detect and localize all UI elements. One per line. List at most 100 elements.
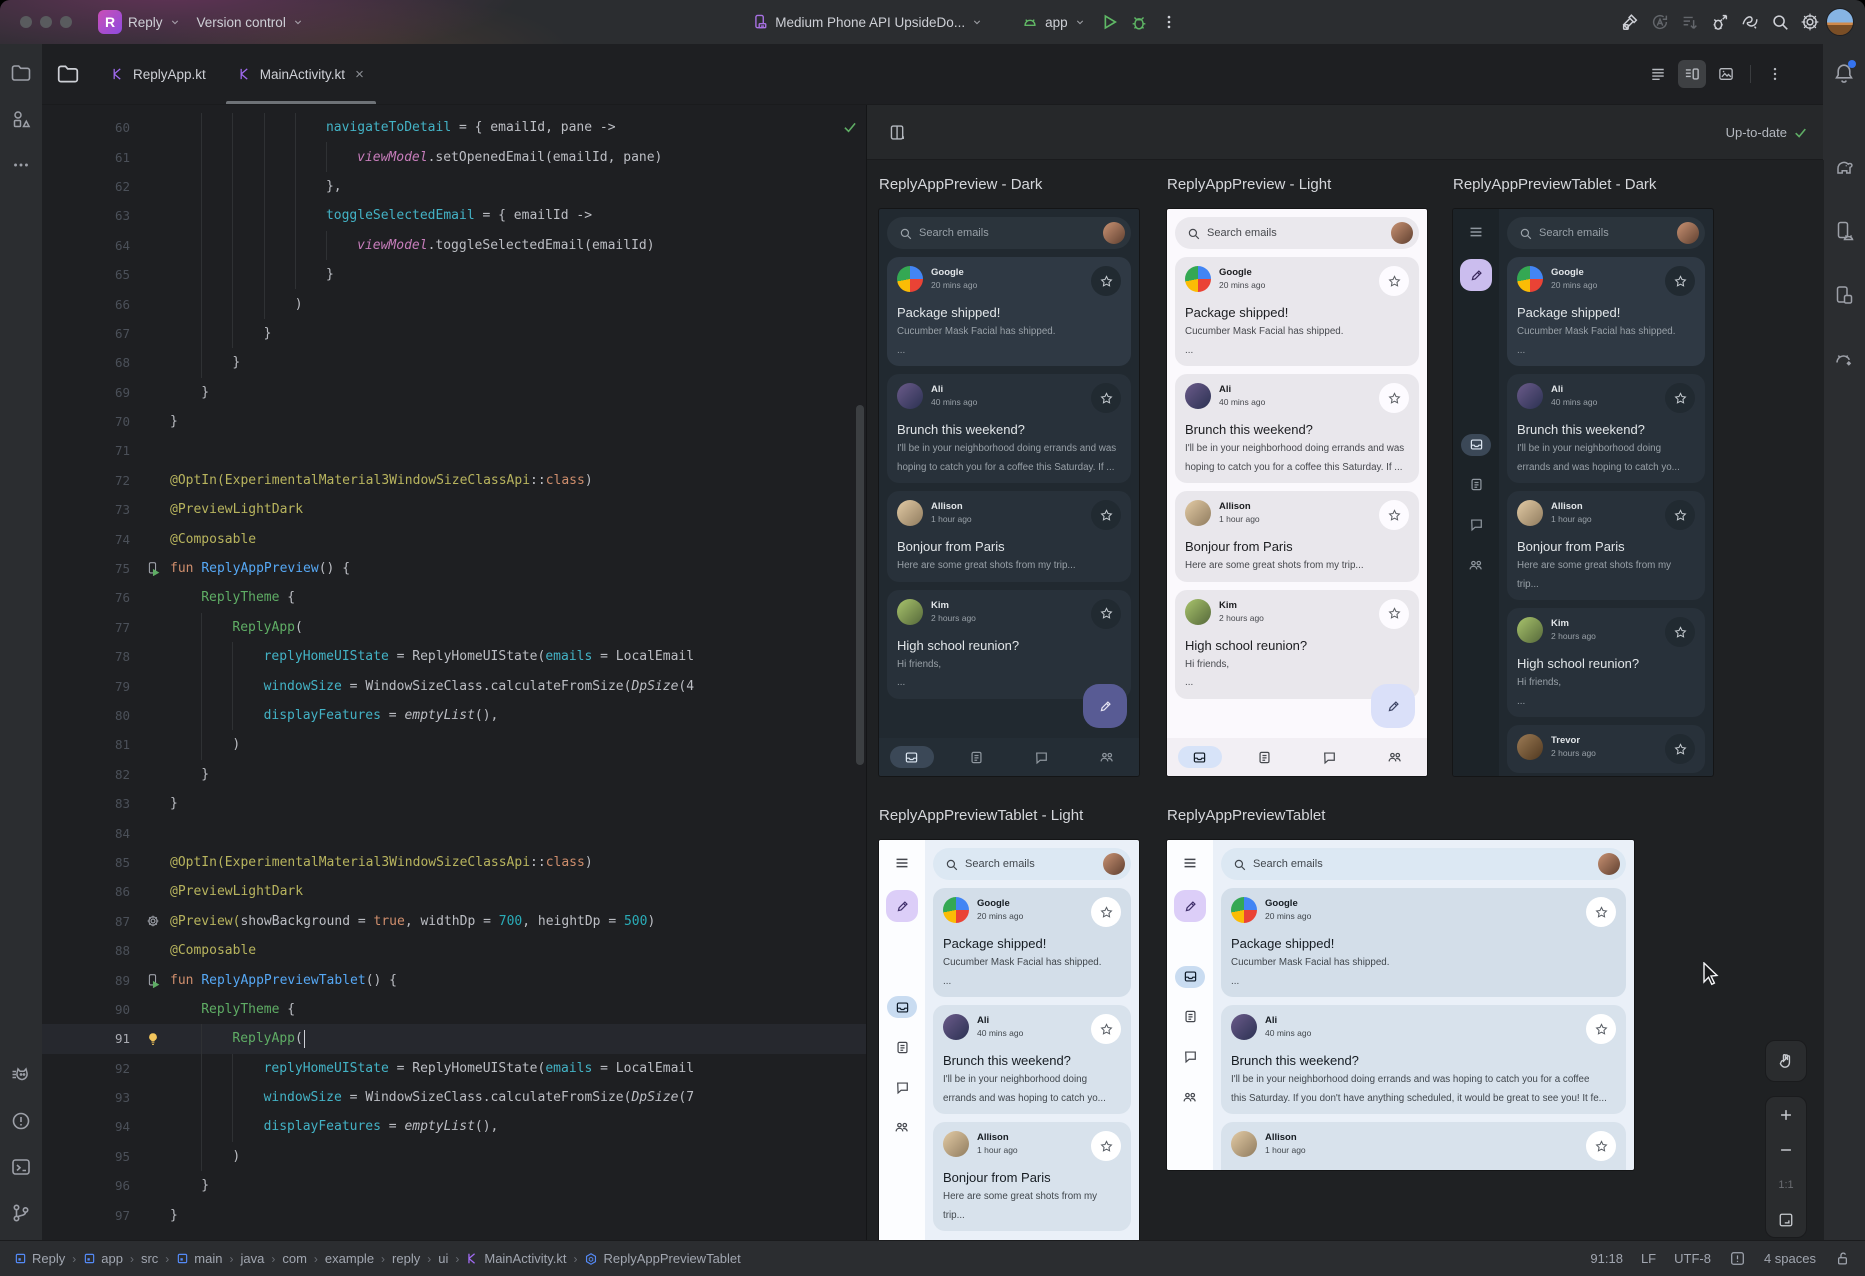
preview-card[interactable]: Search emails Google 20 mins ago Package sh…	[879, 209, 1139, 776]
nav-item-inbox[interactable]	[889, 746, 934, 768]
email-list-item[interactable]: Ali 40 mins ago Brunch this weekend? I'll b…	[933, 1005, 1131, 1114]
email-list-item[interactable]: Google 20 mins ago Package shipped! Cucumbe…	[933, 888, 1131, 997]
project-widget[interactable]: R Reply	[90, 6, 189, 38]
debug-button[interactable]	[1124, 7, 1154, 37]
editor-options-button[interactable]	[1761, 60, 1789, 88]
menu-icon[interactable]	[1175, 852, 1205, 874]
code-line[interactable]: 63 toggleSelectedEmail = { emailId ->	[42, 201, 866, 230]
code-line[interactable]: 69}	[42, 378, 866, 407]
zoom-out-button[interactable]	[1766, 1132, 1806, 1167]
account-avatar[interactable]	[1103, 222, 1125, 244]
close-tab-icon[interactable]: ×	[355, 65, 364, 83]
resource-manager-button[interactable]	[4, 102, 38, 136]
user-avatar[interactable]	[1825, 7, 1855, 37]
code-line[interactable]: 73 @PreviewLightDark	[42, 495, 866, 524]
account-avatar[interactable]	[1391, 222, 1413, 244]
rail-item-chat[interactable]	[887, 1076, 917, 1098]
code-line[interactable]: 92 replyHomeUIState = ReplyHomeUIState(em…	[42, 1054, 866, 1083]
file-encoding[interactable]: UTF-8	[1674, 1251, 1711, 1266]
code-line[interactable]: 65}	[42, 260, 866, 289]
device-manager-button[interactable]	[1827, 214, 1861, 248]
nav-item-article[interactable]	[1243, 746, 1287, 768]
breadcrumb-item[interactable]: java	[240, 1251, 264, 1266]
inspections-ok-icon[interactable]	[842, 119, 858, 135]
star-button[interactable]	[1379, 383, 1409, 413]
code-line[interactable]: 91 ReplyApp(	[42, 1024, 866, 1054]
code-line[interactable]: 74 @Composable	[42, 524, 866, 553]
email-list-item[interactable]: Kim 2 hours ago High school reunion? Hi fri…	[887, 589, 1131, 699]
breadcrumb-item[interactable]: Reply	[14, 1251, 65, 1266]
star-button[interactable]	[1091, 1131, 1121, 1161]
code-line[interactable]: 81)	[42, 730, 866, 759]
running-devices-button[interactable]	[1827, 278, 1861, 312]
email-list-item[interactable]: Ali 40 mins ago Brunch this weekend? I'll b…	[1175, 374, 1419, 483]
attach-debugger-button[interactable]	[1705, 7, 1735, 37]
code-line[interactable]: 71	[42, 436, 866, 465]
star-button[interactable]	[1665, 734, 1695, 764]
email-list-item[interactable]: Ali 40 mins ago Brunch this weekend? I'll b…	[1221, 1005, 1626, 1114]
code-line[interactable]: 96}	[42, 1171, 866, 1200]
more-actions-button[interactable]	[1154, 7, 1184, 37]
design-view-button[interactable]	[1712, 60, 1740, 88]
profiler-button[interactable]	[1645, 7, 1675, 37]
rail-item-article[interactable]	[1461, 474, 1491, 496]
run-gutter-icon[interactable]	[136, 973, 170, 988]
bulb-gutter-icon[interactable]	[136, 1032, 170, 1046]
gemini-button[interactable]	[1735, 7, 1765, 37]
code-line[interactable]: 77 ReplyApp(	[42, 613, 866, 642]
preview-canvas[interactable]: 1:1 ReplyAppPreview - Dark Search emails G…	[867, 160, 1824, 1240]
nav-item-people[interactable]	[1085, 746, 1129, 768]
nav-item-article[interactable]	[955, 746, 999, 768]
code-line[interactable]: 85 @OptIn(ExperimentalMaterial3WindowSize…	[42, 848, 866, 877]
code-line[interactable]: 95)	[42, 1142, 866, 1171]
email-list-item[interactable]: Google 20 mins ago Package shipped! Cucumbe…	[1175, 257, 1419, 366]
breadcrumb-item[interactable]: main	[176, 1251, 222, 1266]
menu-icon[interactable]	[887, 852, 917, 874]
zoom-actual-size-button[interactable]: 1:1	[1778, 1178, 1794, 1191]
build-button[interactable]	[1615, 7, 1645, 37]
breadcrumb-item[interactable]: ui	[438, 1251, 448, 1266]
code-line[interactable]: 86 @PreviewLightDark	[42, 877, 866, 906]
star-button[interactable]	[1665, 266, 1695, 296]
rail-item-chat[interactable]	[1461, 514, 1491, 536]
rail-item-inbox[interactable]	[1461, 433, 1491, 456]
breadcrumb-item[interactable]: src	[141, 1251, 158, 1266]
code-line[interactable]: 60 navigateToDetail = { emailId, pane ->	[42, 113, 866, 142]
breadcrumb-item[interactable]: com	[282, 1251, 307, 1266]
code-line[interactable]: 70}	[42, 407, 866, 436]
project-toolwindow-button[interactable]	[4, 56, 38, 90]
code-line[interactable]: 84	[42, 818, 866, 847]
terminal-toolwindow-button[interactable]	[4, 1150, 38, 1184]
breadcrumb-item[interactable]: reply	[392, 1251, 420, 1266]
close-window-button[interactable]	[20, 16, 32, 28]
code-line[interactable]: 61 viewModel .setOpenedEmail(emailId, pane…	[42, 142, 866, 171]
code-view-button[interactable]	[1644, 60, 1672, 88]
problems-toolwindow-button[interactable]	[4, 1104, 38, 1138]
menu-icon[interactable]	[1461, 221, 1491, 243]
star-button[interactable]	[1379, 500, 1409, 530]
code-line[interactable]: 98	[42, 1230, 866, 1240]
line-ending[interactable]: LF	[1640, 1251, 1657, 1266]
compose-fab[interactable]	[886, 890, 918, 922]
android-sparkle-button[interactable]	[1827, 342, 1861, 376]
tab-mainactivity-kt[interactable]: MainActivity.kt ×	[222, 44, 380, 104]
run-button[interactable]	[1094, 7, 1124, 37]
email-list-item[interactable]: Kim 2 hours ago High school reunion? Hi fri…	[1507, 608, 1705, 717]
account-avatar[interactable]	[1677, 222, 1699, 244]
account-avatar[interactable]	[1103, 853, 1125, 875]
star-button[interactable]	[1379, 266, 1409, 296]
more-toolwindows-button[interactable]	[4, 148, 38, 182]
lock-open-icon[interactable]	[1834, 1250, 1851, 1267]
indent-setting[interactable]: 4 spaces	[1763, 1251, 1816, 1266]
preview-card[interactable]: Search emails Google 20 mins ago Package sh…	[1453, 209, 1713, 776]
search-bar[interactable]: Search emails	[887, 217, 1131, 249]
rail-item-people[interactable]	[887, 1116, 917, 1138]
rail-item-article[interactable]	[1175, 1006, 1205, 1028]
email-list-item[interactable]: Google 20 mins ago Package shipped! Cucumbe…	[1507, 257, 1705, 366]
breadcrumb-item[interactable]: example	[325, 1251, 374, 1266]
compose-fab[interactable]	[1174, 890, 1206, 922]
